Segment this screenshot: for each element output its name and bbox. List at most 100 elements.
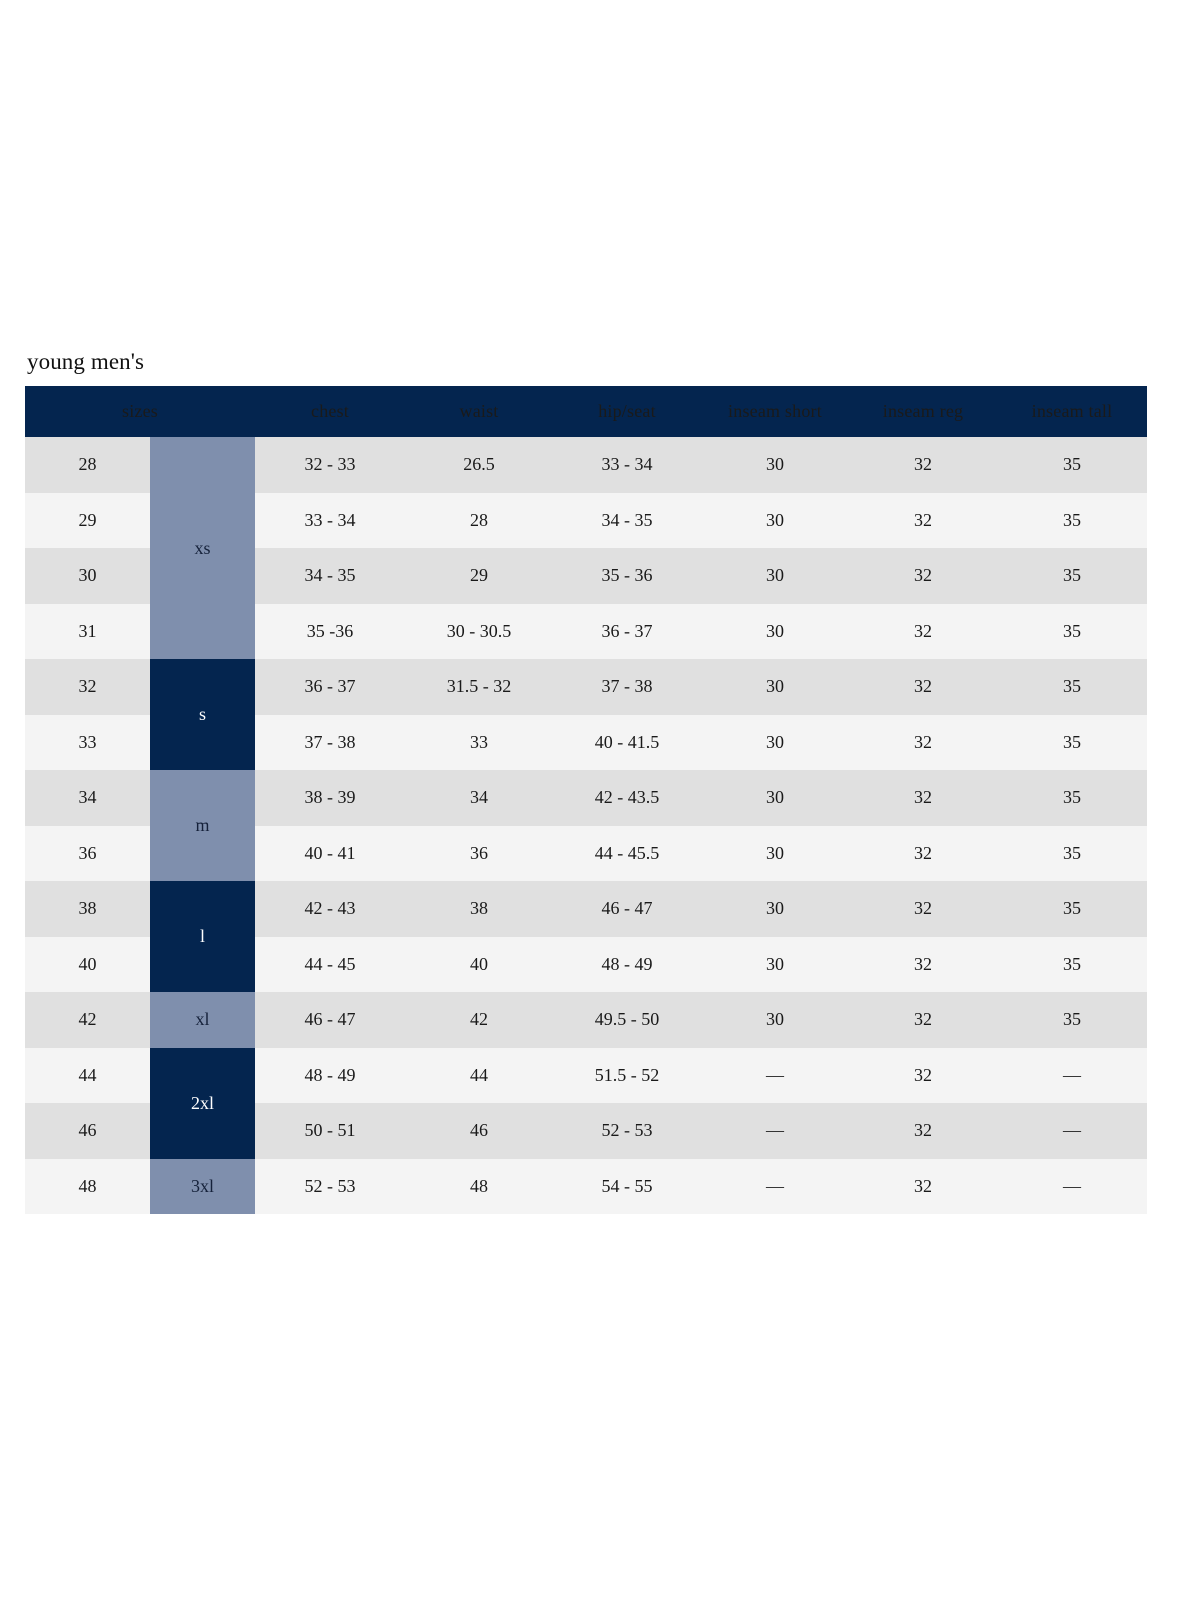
cell-hip-seat: 54 - 55: [553, 1158, 701, 1214]
cell-inseam-tall: 35: [997, 437, 1147, 493]
cell-chest: 40 - 41: [255, 825, 405, 881]
cell-inseam-short: —: [701, 1158, 849, 1214]
table-row: 42 xl 46 - 47 42 49.5 - 50 30 32 35: [25, 992, 1147, 1048]
table-row: 33 37 - 38 33 40 - 41.5 30 32 35: [25, 714, 1147, 770]
cell-waist: 38: [405, 881, 553, 937]
cell-size: 40: [25, 936, 150, 992]
cell-inseam-tall: 35: [997, 548, 1147, 604]
cell-inseam-short: 30: [701, 770, 849, 826]
cell-inseam-short: 30: [701, 603, 849, 659]
cell-inseam-reg: 32: [849, 770, 997, 826]
column-header-sizes: sizes: [25, 386, 255, 437]
table-row: 29 33 - 34 28 34 - 35 30 32 35: [25, 492, 1147, 548]
cell-chest: 32 - 33: [255, 437, 405, 493]
cell-inseam-short: —: [701, 1047, 849, 1103]
cell-inseam-reg: 32: [849, 1047, 997, 1103]
cell-size-group-xl: xl: [150, 992, 255, 1048]
cell-chest: 42 - 43: [255, 881, 405, 937]
page-title: young men's: [27, 349, 145, 374]
cell-inseam-short: 30: [701, 825, 849, 881]
cell-size: 29: [25, 492, 150, 548]
table-row: 40 44 - 45 40 48 - 49 30 32 35: [25, 936, 1147, 992]
cell-inseam-reg: 32: [849, 603, 997, 659]
cell-inseam-tall: 35: [997, 936, 1147, 992]
cell-size-group-3xl: 3xl: [150, 1158, 255, 1214]
cell-size-group-l: l: [150, 881, 255, 992]
cell-waist: 46: [405, 1103, 553, 1159]
cell-inseam-reg: 32: [849, 437, 997, 493]
cell-size-group-xs: xs: [150, 437, 255, 659]
cell-hip-seat: 42 - 43.5: [553, 770, 701, 826]
cell-inseam-reg: 32: [849, 492, 997, 548]
table-header: sizes chest waist hip/seat inseam short …: [25, 386, 1147, 437]
column-header-hip-seat: hip/seat: [553, 386, 701, 437]
cell-hip-seat: 48 - 49: [553, 936, 701, 992]
cell-size: 31: [25, 603, 150, 659]
column-header-inseam-reg: inseam reg: [849, 386, 997, 437]
table-row: 30 34 - 35 29 35 - 36 30 32 35: [25, 548, 1147, 604]
cell-inseam-tall: 35: [997, 603, 1147, 659]
cell-chest: 38 - 39: [255, 770, 405, 826]
cell-inseam-reg: 32: [849, 714, 997, 770]
cell-hip-seat: 36 - 37: [553, 603, 701, 659]
cell-chest: 48 - 49: [255, 1047, 405, 1103]
table-row: 31 35 -36 30 - 30.5 36 - 37 30 32 35: [25, 603, 1147, 659]
cell-inseam-reg: 32: [849, 1103, 997, 1159]
cell-waist: 28: [405, 492, 553, 548]
cell-waist: 29: [405, 548, 553, 604]
cell-hip-seat: 34 - 35: [553, 492, 701, 548]
column-header-chest: chest: [255, 386, 405, 437]
cell-inseam-short: 30: [701, 659, 849, 715]
cell-waist: 44: [405, 1047, 553, 1103]
table-row: 44 2xl 48 - 49 44 51.5 - 52—32—: [25, 1047, 1147, 1159]
cell-chest: 52 - 53: [255, 1158, 405, 1214]
cell-inseam-tall: —: [997, 1103, 1147, 1159]
cell-inseam-short: 30: [701, 492, 849, 548]
cell-inseam-tall: 35: [997, 714, 1147, 770]
table-row: 48 3xl 52 - 53 48 54 - 55—32—: [25, 1158, 1147, 1214]
cell-hip-seat: 49.5 - 50: [553, 992, 701, 1048]
cell-size: 42: [25, 992, 150, 1048]
size-chart-sheet: young men's sizes chest waist hip/seat i…: [25, 350, 1147, 1214]
cell-size: 38: [25, 881, 150, 937]
cell-inseam-short: —: [701, 1103, 849, 1159]
cell-hip-seat: 35 - 36: [553, 548, 701, 604]
cell-waist: 31.5 - 32: [405, 659, 553, 715]
cell-chest: 37 - 38: [255, 714, 405, 770]
cell-inseam-reg: 32: [849, 548, 997, 604]
cell-size: 28: [25, 437, 150, 493]
table-row: 36 40 - 41 36 44 - 45.5 30 32 35: [25, 825, 1147, 881]
cell-chest: 44 - 45: [255, 936, 405, 992]
cell-waist: 42: [405, 992, 553, 1048]
cell-inseam-tall: 35: [997, 659, 1147, 715]
cell-inseam-tall: 35: [997, 992, 1147, 1048]
cell-waist: 33: [405, 714, 553, 770]
cell-inseam-tall: 35: [997, 492, 1147, 548]
cell-waist: 30 - 30.5: [405, 603, 553, 659]
cell-hip-seat: 37 - 38: [553, 659, 701, 715]
cell-chest: 36 - 37: [255, 659, 405, 715]
table-row: 46 50 - 51 46 52 - 53—32—: [25, 1103, 1147, 1159]
cell-inseam-reg: 32: [849, 992, 997, 1048]
cell-inseam-reg: 32: [849, 1158, 997, 1214]
cell-hip-seat: 51.5 - 52: [553, 1047, 701, 1103]
cell-inseam-reg: 32: [849, 659, 997, 715]
cell-waist: 34: [405, 770, 553, 826]
cell-chest: 33 - 34: [255, 492, 405, 548]
cell-inseam-reg: 32: [849, 936, 997, 992]
cell-inseam-tall: —: [997, 1047, 1147, 1103]
table-body: 28 xs 32 - 33 26.5 33 - 34 30 32 35 29 33 - 34 28 3…: [25, 437, 1147, 1214]
cell-inseam-tall: 35: [997, 881, 1147, 937]
cell-inseam-reg: 32: [849, 881, 997, 937]
cell-hip-seat: 44 - 45.5: [553, 825, 701, 881]
cell-hip-seat: 52 - 53: [553, 1103, 701, 1159]
table-row: 32 s 36 - 37 31.5 - 32 37 - 38 30 32 35: [25, 659, 1147, 770]
cell-inseam-short: 30: [701, 881, 849, 937]
cell-size: 44: [25, 1047, 150, 1103]
cell-chest: 35 -36: [255, 603, 405, 659]
cell-inseam-tall: 35: [997, 770, 1147, 826]
cell-inseam-tall: —: [997, 1158, 1147, 1214]
cell-size: 33: [25, 714, 150, 770]
cell-chest: 34 - 35: [255, 548, 405, 604]
cell-size: 46: [25, 1103, 150, 1159]
